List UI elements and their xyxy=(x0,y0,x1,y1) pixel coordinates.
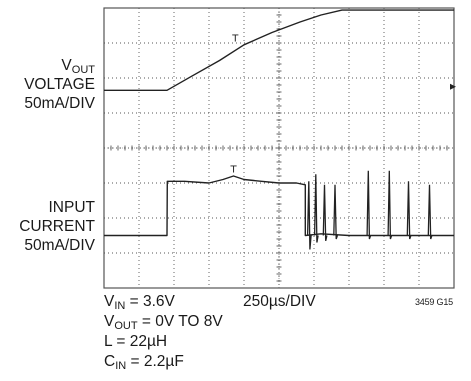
condition-vout-main: V xyxy=(104,313,115,330)
condition-vout: VOUT = 0V TO 8V xyxy=(104,312,223,332)
timebase-label: 250µs/DIV xyxy=(243,293,316,310)
vout-label-main: V xyxy=(61,57,72,74)
current-spike xyxy=(322,184,328,241)
condition-vin-rest: = 3.6V xyxy=(125,293,175,310)
condition-cin-sub: IN xyxy=(115,360,127,372)
figure-code: 3459 G15 xyxy=(415,297,453,307)
current-spike xyxy=(313,174,319,243)
current-spike xyxy=(427,184,433,240)
vout-label-line2: VOLTAGE xyxy=(24,76,95,93)
vout-voltage-label: VOUT VOLTAGE 50mA/DIV xyxy=(24,56,95,113)
condition-vin: VIN = 3.6V xyxy=(104,292,175,312)
current-spike xyxy=(387,170,393,240)
level-marker-arrow xyxy=(450,83,456,90)
vout-label-scale: 50mA/DIV xyxy=(24,95,95,112)
input-label-line2: CURRENT xyxy=(19,218,95,235)
input-current-trace xyxy=(104,175,454,237)
vout-voltage-trace xyxy=(104,9,454,91)
current-spike xyxy=(406,181,412,240)
condition-cin: CIN = 2.2µF xyxy=(104,352,184,372)
condition-cin-main: C xyxy=(104,353,116,370)
input-label-line1: INPUT xyxy=(48,199,96,216)
input-label-scale: 50mA/DIV xyxy=(24,237,95,254)
current-spike xyxy=(333,184,339,240)
input-current-label: INPUT CURRENT 50mA/DIV xyxy=(19,198,95,255)
condition-inductor-text: L = 22µH xyxy=(104,333,168,350)
trigger-marker: T xyxy=(231,33,239,44)
condition-vout-sub: OUT xyxy=(114,320,138,332)
current-spike xyxy=(306,181,312,250)
vout-label-sub: OUT xyxy=(71,64,95,76)
condition-cin-rest: = 2.2µF xyxy=(126,353,184,370)
trigger-marker: T xyxy=(229,165,237,176)
condition-inductor: L = 22µH xyxy=(104,332,167,352)
condition-vin-main: V xyxy=(104,293,115,310)
current-spike xyxy=(366,170,372,240)
condition-vout-rest: = 0V TO 8V xyxy=(137,313,223,330)
condition-vin-sub: IN xyxy=(114,300,126,312)
